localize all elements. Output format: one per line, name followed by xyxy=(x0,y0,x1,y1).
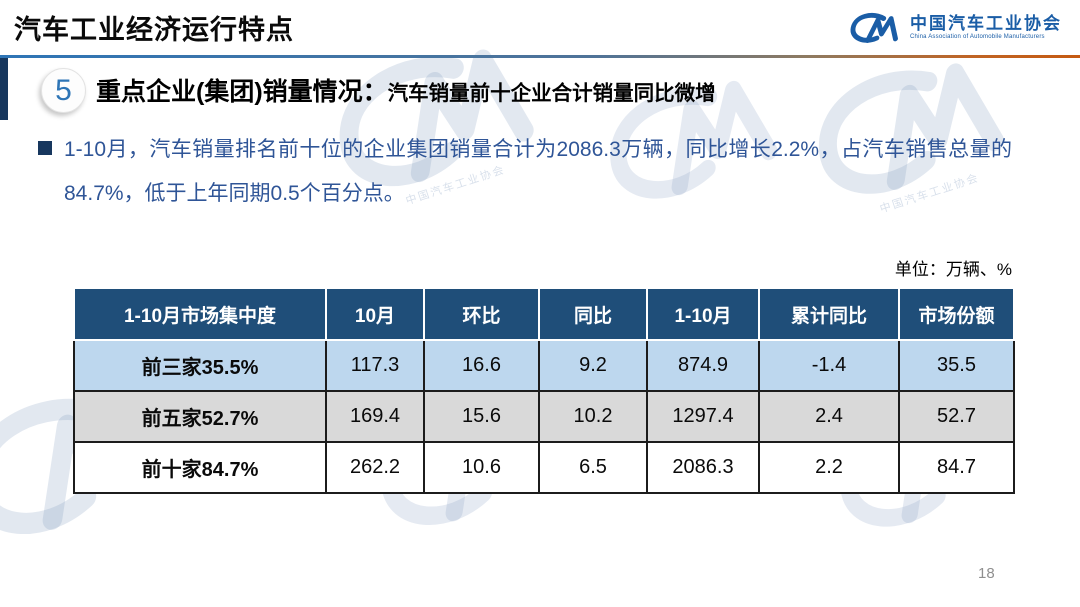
row-label-cell: 前五家52.7% xyxy=(73,390,327,443)
value-cell: 10.2 xyxy=(538,390,648,443)
caam-logo: 中国汽车工业协会 China Association of Automobile… xyxy=(849,11,1062,44)
table-header-cell: 1-10月 xyxy=(646,287,760,341)
unit-label: 单位：万辆、% xyxy=(894,260,1012,279)
table-row: 前十家84.7% 262.2 10.6 6.5 2086.3 2.2 84.7 xyxy=(73,441,1015,494)
page-title: 汽车工业经济运行特点 xyxy=(14,15,294,45)
table-header-cell: 环比 xyxy=(423,287,540,341)
value-cell: -1.4 xyxy=(758,339,900,392)
title-divider xyxy=(0,55,1080,58)
org-name-cn: 中国汽车工业协会 xyxy=(910,14,1062,34)
value-cell: 9.2 xyxy=(538,339,648,392)
table-header-cell: 10月 xyxy=(325,287,425,341)
section-heading: 重点企业(集团)销量情况：汽车销量前十企业合计销量同比微增 xyxy=(96,72,716,108)
value-cell: 35.5 xyxy=(898,339,1015,392)
value-cell: 84.7 xyxy=(898,441,1015,494)
value-cell: 117.3 xyxy=(325,339,425,392)
market-concentration-table: 1-10月市场集中度 10月 环比 同比 1-10月 累计同比 市场份额 前三家… xyxy=(73,287,1015,494)
row-label-cell: 前三家35.5% xyxy=(73,339,327,392)
caam-cm-logo-icon xyxy=(849,11,901,44)
value-cell: 52.7 xyxy=(898,390,1015,443)
section-edge-bar xyxy=(0,58,8,120)
org-name-en: China Association of Automobile Manufact… xyxy=(910,33,1045,40)
value-cell: 874.9 xyxy=(646,339,760,392)
value-cell: 262.2 xyxy=(325,441,425,494)
value-cell: 15.6 xyxy=(423,390,540,443)
table-row: 前五家52.7% 169.4 15.6 10.2 1297.4 2.4 52.7 xyxy=(73,390,1015,443)
section-number: 5 xyxy=(55,73,72,107)
bullet-text: 1-10月，汽车销量排名前十位的企业集团销量合计为2086.3万辆，同比增长2.… xyxy=(64,138,1012,205)
bullet-square-icon xyxy=(38,141,52,155)
table-row: 前三家35.5% 117.3 16.6 9.2 874.9 -1.4 35.5 xyxy=(73,339,1015,392)
value-cell: 2086.3 xyxy=(646,441,760,494)
value-cell: 10.6 xyxy=(423,441,540,494)
table-header-cell: 累计同比 xyxy=(758,287,900,341)
table-header-cell: 市场份额 xyxy=(898,287,1015,341)
bullet-block: 1-10月，汽车销量排名前十位的企业集团销量合计为2086.3万辆，同比增长2.… xyxy=(38,128,1012,216)
value-cell: 169.4 xyxy=(325,390,425,443)
table-header-cell: 1-10月市场集中度 xyxy=(73,287,327,341)
page-number: 18 xyxy=(978,565,995,582)
value-cell: 6.5 xyxy=(538,441,648,494)
table-header-row: 1-10月市场集中度 10月 环比 同比 1-10月 累计同比 市场份额 xyxy=(73,287,1015,341)
value-cell: 2.4 xyxy=(758,390,900,443)
value-cell: 16.6 xyxy=(423,339,540,392)
row-label-cell: 前十家84.7% xyxy=(73,441,327,494)
section-number-badge: 5 xyxy=(41,68,86,113)
value-cell: 1297.4 xyxy=(646,390,760,443)
section-heading-main: 重点企业(集团)销量情况： xyxy=(96,78,388,106)
table-header-cell: 同比 xyxy=(538,287,648,341)
value-cell: 2.2 xyxy=(758,441,900,494)
section-heading-sub: 汽车销量前十企业合计销量同比微增 xyxy=(387,82,716,105)
